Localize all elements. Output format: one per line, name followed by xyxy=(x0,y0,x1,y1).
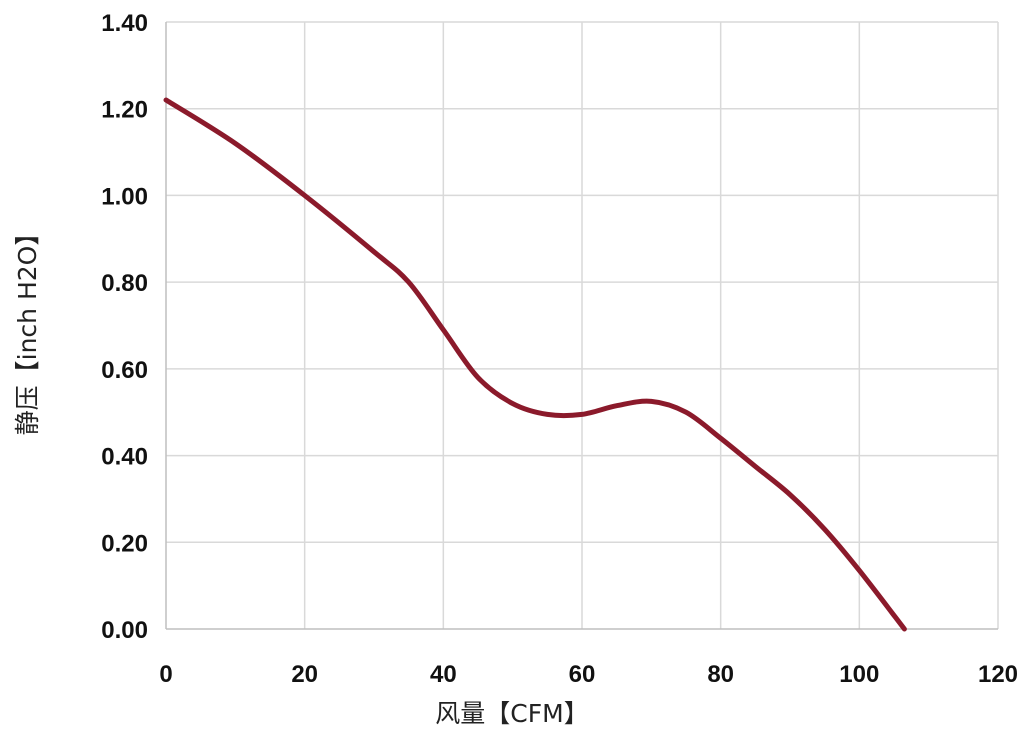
x-tick-label: 60 xyxy=(569,661,596,688)
y-tick-label: 1.40 xyxy=(101,10,148,37)
x-axis-title: 风量【CFM】 xyxy=(435,699,588,728)
x-tick-label: 0 xyxy=(159,661,172,688)
x-tick-label: 120 xyxy=(978,661,1018,688)
y-tick-label: 1.20 xyxy=(101,97,148,124)
x-tick-label: 40 xyxy=(430,661,457,688)
y-tick-label: 0.60 xyxy=(101,357,148,384)
x-tick-label: 100 xyxy=(839,661,879,688)
axes xyxy=(165,22,998,630)
y-tick-label: 0.20 xyxy=(101,530,148,557)
y-axis-title: 静压【inch H2O】 xyxy=(13,221,42,436)
x-tick-label: 80 xyxy=(707,661,734,688)
x-tick-label: 20 xyxy=(291,661,318,688)
y-tick-label: 1.00 xyxy=(101,183,148,210)
series-layer xyxy=(163,97,907,632)
grid-lines xyxy=(166,21,999,629)
series-line xyxy=(163,97,907,632)
x-tick-labels: 0 20 40 60 80 100 120 xyxy=(159,661,1018,688)
y-tick-label: 0.80 xyxy=(101,270,148,297)
y-tick-label: 0.00 xyxy=(101,617,148,644)
y-tick-label: 0.40 xyxy=(101,444,148,471)
y-tick-labels: 0.00 0.20 0.40 0.60 0.80 1.00 1.20 1.40 xyxy=(101,10,148,644)
